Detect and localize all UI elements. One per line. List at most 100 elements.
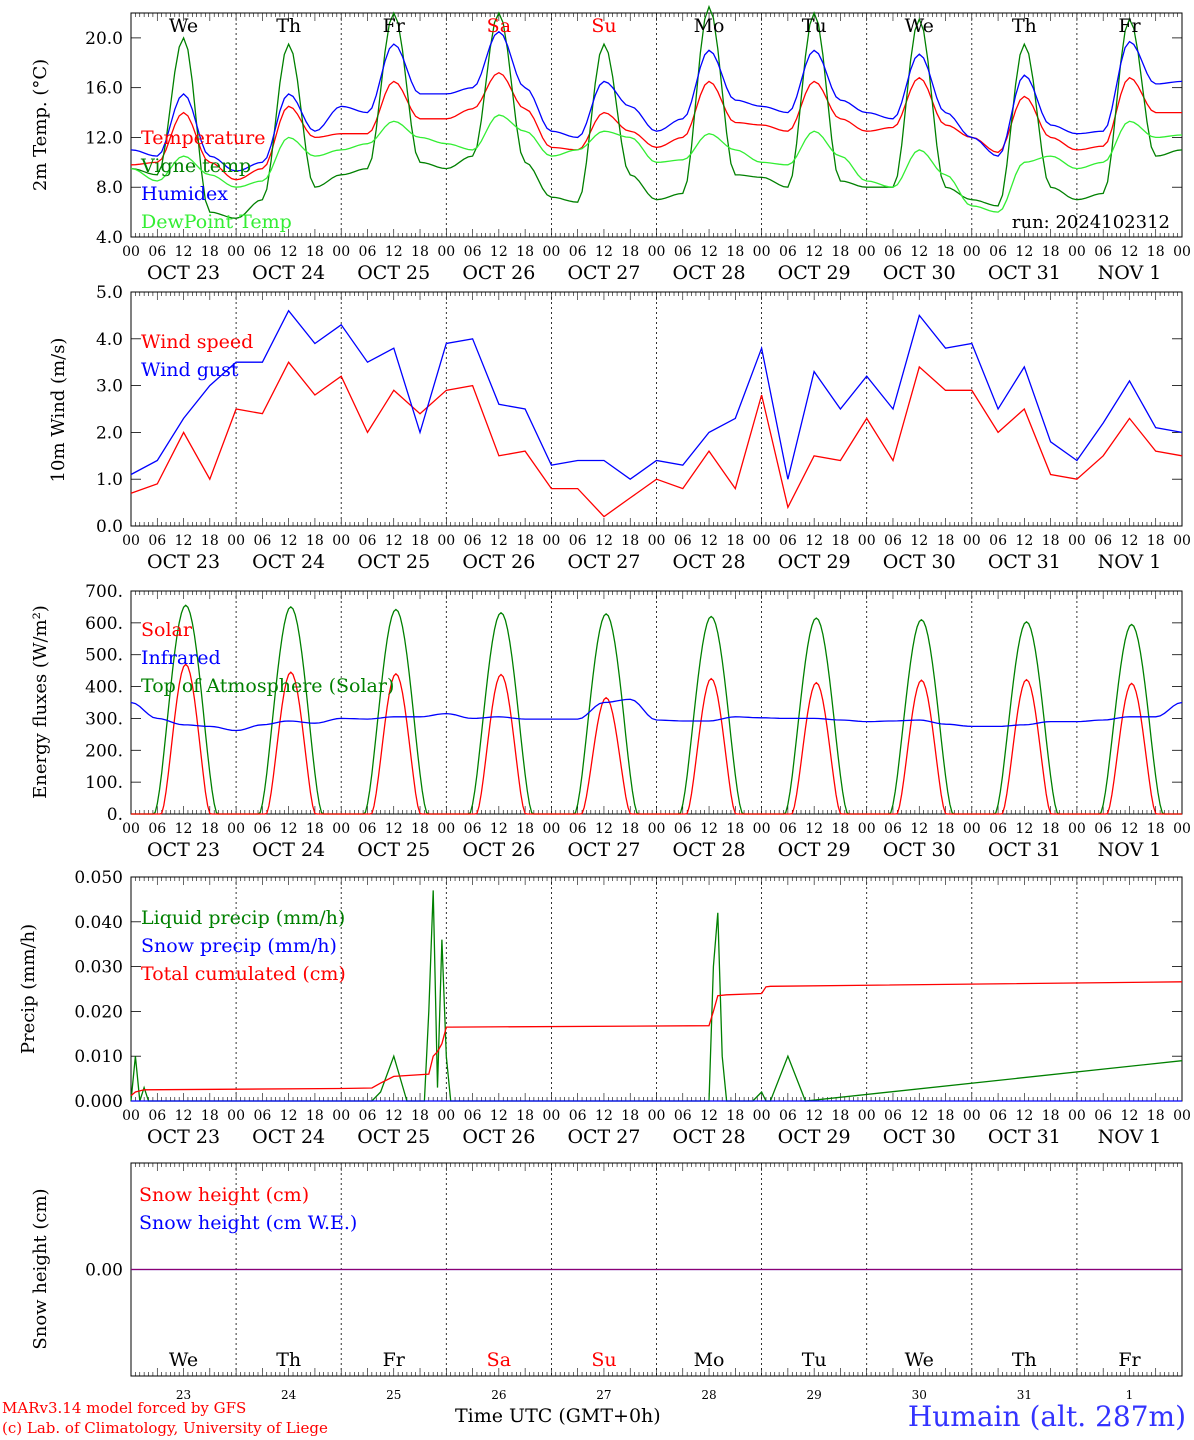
legend-wind-gust: Wind gust	[141, 359, 239, 381]
series-infrared	[130, 698, 1183, 732]
hour-tick-label: 00	[1173, 1108, 1191, 1124]
weekday-label: Fr	[383, 1349, 406, 1371]
y-axis-label-energy: Energy fluxes (W/m²)	[30, 605, 51, 799]
hour-tick-label: 06	[989, 821, 1007, 837]
hour-tick-label: 12	[910, 1108, 928, 1124]
hour-tick-label: 18	[1147, 821, 1165, 837]
legend-vigne-temp: Vigne temp	[140, 155, 251, 177]
hour-tick-label: 00	[437, 1108, 455, 1124]
hour-tick-label: 12	[910, 533, 928, 549]
weekday-label: Su	[591, 1349, 616, 1371]
hour-tick-label: 12	[1015, 821, 1033, 837]
hour-tick-label: 00	[1173, 244, 1191, 260]
hour-tick-label: 18	[832, 533, 850, 549]
hour-tick-label: 12	[1121, 533, 1139, 549]
y-tick-label: 0.	[107, 805, 123, 825]
series-wind-speed	[130, 361, 1183, 518]
hour-tick-label: 00	[963, 533, 981, 549]
y-tick-label: 0.00	[85, 1261, 123, 1281]
y-tick-label: 2.0	[96, 423, 123, 443]
hour-tick-label: 06	[464, 1108, 482, 1124]
hour-tick-label: 18	[832, 821, 850, 837]
y-tick-label: 300.	[85, 709, 123, 729]
hour-tick-label: 00	[858, 821, 876, 837]
panel-1: 00 06 12 18 OCT 23 00 06 12 18 OCT 24 00 06 12 18 OCT …	[85, 4, 1191, 284]
hour-tick-label: 18	[621, 244, 639, 260]
panel-3: 00 06 12 18 OCT 23 00 06 12 18 OCT 24 00 06 12 18 OCT …	[85, 582, 1191, 861]
hour-tick-label: 12	[805, 1108, 823, 1124]
hour-tick-label: 00	[122, 244, 140, 260]
day-number: 26	[491, 1388, 506, 1402]
y-tick-label: 5.0	[96, 283, 123, 303]
y-tick-label: 400.	[85, 678, 123, 698]
hour-tick-label: 06	[674, 533, 692, 549]
y-tick-label: 0.020	[74, 1002, 123, 1022]
hour-tick-label: 12	[385, 244, 403, 260]
date-label: OCT 23	[147, 1126, 220, 1148]
hour-tick-label: 18	[201, 821, 219, 837]
y-tick-label: 16.0	[85, 79, 123, 99]
hour-tick-label: 18	[306, 1108, 324, 1124]
hour-tick-label: 18	[516, 1108, 534, 1124]
hour-tick-label: 00	[332, 533, 350, 549]
hour-tick-label: 18	[411, 821, 429, 837]
y-axis-label-snow: Snow height (cm)	[30, 1188, 51, 1349]
y-tick-label: 500.	[85, 646, 123, 666]
date-label: NOV 1	[1098, 551, 1162, 573]
legend-snow-height-cm: Snow height (cm)	[139, 1184, 309, 1206]
weekday-label: Mo	[694, 15, 725, 37]
date-label: OCT 23	[147, 551, 220, 573]
y-tick-label: 0.040	[74, 913, 123, 933]
y-axis-label-precip: Precip (mm/h)	[18, 924, 39, 1054]
date-label: OCT 28	[673, 1126, 746, 1148]
hour-tick-label: 18	[621, 1108, 639, 1124]
hour-tick-label: 18	[516, 821, 534, 837]
hour-tick-label: 12	[595, 533, 613, 549]
weekday-label: Th	[1012, 1349, 1037, 1371]
date-label: OCT 28	[673, 839, 746, 861]
day-number: 23	[176, 1388, 191, 1402]
weekday-label: Fr	[1118, 15, 1141, 37]
hour-tick-label: 12	[805, 533, 823, 549]
hour-tick-label: 18	[937, 821, 955, 837]
y-tick-label: 1.0	[96, 470, 123, 490]
y-tick-label: 0.010	[74, 1047, 123, 1067]
hour-tick-label: 18	[1147, 1108, 1165, 1124]
date-label: OCT 26	[462, 839, 535, 861]
hour-tick-label: 18	[621, 533, 639, 549]
hour-tick-label: 00	[963, 821, 981, 837]
weekday-label: Mo	[694, 1349, 725, 1371]
day-number: 30	[912, 1388, 927, 1402]
date-label: OCT 31	[988, 262, 1061, 284]
date-label: OCT 27	[567, 262, 640, 284]
hour-tick-label: 06	[359, 244, 377, 260]
hour-tick-label: 06	[884, 244, 902, 260]
series-dewpoint-temp	[130, 114, 1183, 213]
hour-tick-label: 18	[937, 1108, 955, 1124]
date-label: OCT 25	[357, 839, 430, 861]
hour-tick-label: 00	[1173, 821, 1191, 837]
y-tick-label: 0.030	[74, 958, 123, 978]
hour-tick-label: 06	[989, 1108, 1007, 1124]
hour-tick-label: 18	[516, 244, 534, 260]
hour-tick-label: 00	[963, 244, 981, 260]
weekday-label: Th	[276, 1349, 301, 1371]
hour-tick-label: 00	[858, 533, 876, 549]
hour-tick-label: 00	[858, 244, 876, 260]
date-label: NOV 1	[1098, 262, 1162, 284]
date-label: OCT 23	[147, 262, 220, 284]
hour-tick-label: 06	[779, 1108, 797, 1124]
y-tick-label: 3.0	[96, 377, 123, 397]
hour-tick-label: 06	[359, 1108, 377, 1124]
hour-tick-label: 12	[280, 1108, 298, 1124]
hour-tick-label: 18	[1147, 244, 1165, 260]
hour-tick-label: 12	[175, 821, 193, 837]
weekday-label: Th	[1012, 15, 1037, 37]
hour-tick-label: 18	[1042, 821, 1060, 837]
y-tick-label: 0.000	[74, 1092, 123, 1112]
hour-tick-label: 00	[753, 244, 771, 260]
hour-tick-label: 06	[674, 1108, 692, 1124]
hour-tick-label: 06	[253, 821, 271, 837]
hour-tick-label: 06	[359, 533, 377, 549]
